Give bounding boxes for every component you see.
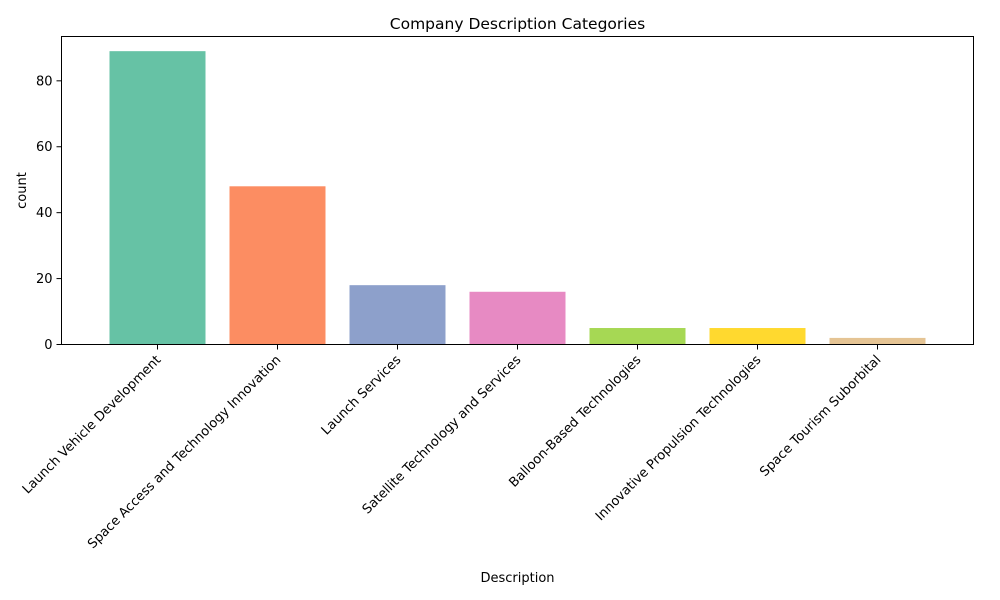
bar-space-access-and-technology-innovation xyxy=(229,186,326,345)
bars-group xyxy=(109,51,926,345)
x-tick-label: Launch Vehicle Development xyxy=(20,353,165,498)
x-tick-label: Space Tourism Suborbital xyxy=(757,353,884,480)
bar-innovative-propulsion-technologies xyxy=(709,328,806,345)
y-tick-label: 80 xyxy=(36,74,53,89)
bar-balloon-based-technologies xyxy=(589,328,686,345)
y-tick-label: 0 xyxy=(44,338,52,353)
y-axis: 0 20 40 60 80 xyxy=(36,74,62,353)
bar-launch-vehicle-development xyxy=(109,51,206,345)
x-tick-label: Balloon-Based Technologies xyxy=(506,353,644,491)
x-tick-label: Space Access and Technology Innovation xyxy=(85,353,284,552)
x-tick-label: Launch Services xyxy=(319,353,405,439)
plot-frame xyxy=(61,36,974,345)
y-axis-label: count xyxy=(15,172,30,209)
bar-satellite-technology-and-services xyxy=(469,291,566,345)
chart-title: Company Description Categories xyxy=(390,15,645,33)
x-axis-label: Description xyxy=(480,571,554,586)
bar-space-tourism-suborbital xyxy=(829,337,926,345)
bar-launch-services xyxy=(349,285,446,345)
y-tick-label: 20 xyxy=(36,272,53,287)
y-tick-label: 60 xyxy=(36,140,53,155)
y-tick-label: 40 xyxy=(36,206,53,221)
